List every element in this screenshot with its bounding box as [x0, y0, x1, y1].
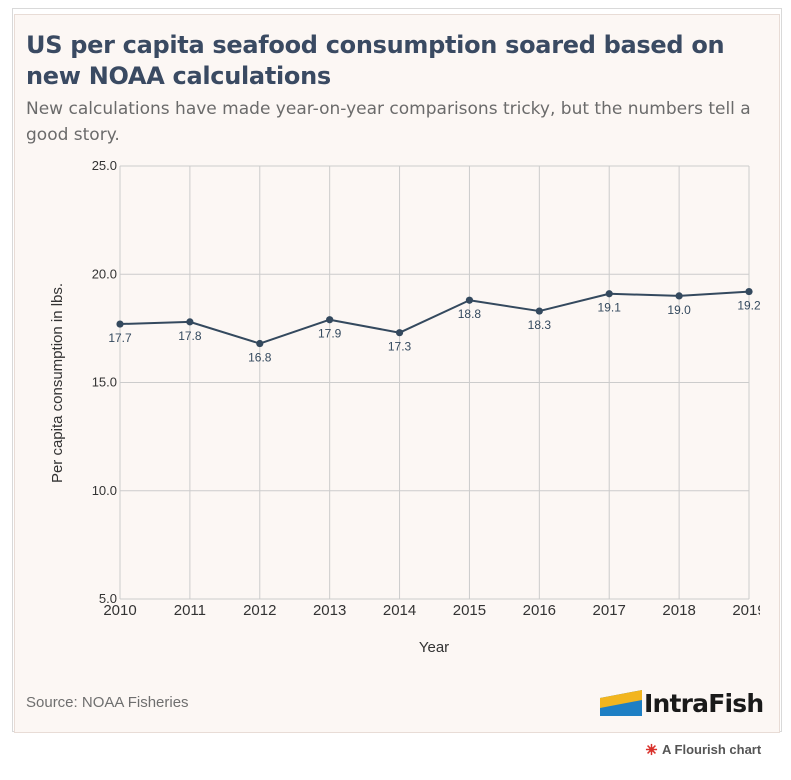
data-point — [535, 307, 543, 315]
x-tick-label: 2013 — [313, 602, 346, 619]
x-tick-label: 2014 — [383, 602, 416, 619]
data-point — [326, 316, 334, 324]
x-tick-label: 2015 — [453, 602, 486, 619]
x-tick-label: 2011 — [174, 602, 206, 619]
y-tick-label: 5.0 — [99, 591, 117, 606]
data-point — [116, 320, 124, 328]
y-axis-title: Per capita consumption in lbs. — [49, 283, 66, 483]
data-point — [395, 329, 404, 337]
data-label: 18.3 — [528, 318, 552, 332]
flourish-credit-label: A Flourish chart — [662, 742, 762, 757]
y-tick-label: 10.0 — [92, 483, 117, 498]
data-label: 19.2 — [737, 299, 761, 313]
chart-card — [14, 14, 780, 733]
data-label: 19.0 — [667, 303, 691, 317]
data-label: 17.3 — [388, 340, 412, 354]
data-point — [186, 318, 194, 326]
flourish-star-center — [649, 747, 654, 752]
data-point — [675, 292, 683, 300]
data-point — [745, 287, 753, 296]
intrafish-logo-icon — [600, 690, 642, 716]
chart-data-labels: 17.7 17.8 16.8 17.9 17.3 18.8 18.3 19.1 19.0 19.2 — [108, 299, 761, 365]
data-label: 18.8 — [458, 307, 482, 321]
chart-subtitle: New calculations have made year-on-year … — [26, 99, 751, 145]
x-tick-label: 2018 — [662, 602, 695, 619]
data-point — [605, 290, 613, 298]
series-line — [119, 290, 750, 345]
chart-grid — [119, 165, 750, 600]
data-label: 19.1 — [598, 301, 622, 315]
data-label: 17.7 — [108, 331, 132, 345]
x-tick-label: 2010 — [103, 602, 136, 619]
x-tick-label: 2012 — [243, 602, 276, 619]
intrafish-logo-text: IntraFish — [644, 688, 764, 718]
data-label: 17.9 — [318, 327, 342, 341]
chart-title: US per capita seafood consumption soared… — [26, 31, 725, 90]
y-tick-label: 15.0 — [92, 375, 117, 390]
data-label: 16.8 — [248, 351, 272, 365]
x-tick-label: 2017 — [593, 602, 626, 619]
intrafish-logo[interactable]: IntraFish — [600, 688, 764, 718]
x-tick-label: 2019 — [732, 602, 765, 619]
data-point — [465, 296, 474, 304]
flourish-credit-link[interactable]: A Flourish chart — [645, 742, 761, 757]
source-note: Source: NOAA Fisheries — [26, 694, 189, 711]
flourish-star-icon — [645, 743, 658, 756]
y-tick-label: 25.0 — [92, 158, 117, 173]
x-tick-label: 2016 — [523, 602, 556, 619]
chart-series: Year Per capita consumption in lbs. — [49, 283, 753, 656]
y-tick-label: 20.0 — [92, 266, 117, 281]
x-axis-title: Year — [419, 639, 449, 656]
data-label: 17.8 — [178, 329, 202, 343]
chart-axes: 5.0 10.0 15.0 20.0 25.0 2010 2011 2012 2013 2014 2… — [92, 158, 765, 619]
data-point — [256, 339, 264, 348]
